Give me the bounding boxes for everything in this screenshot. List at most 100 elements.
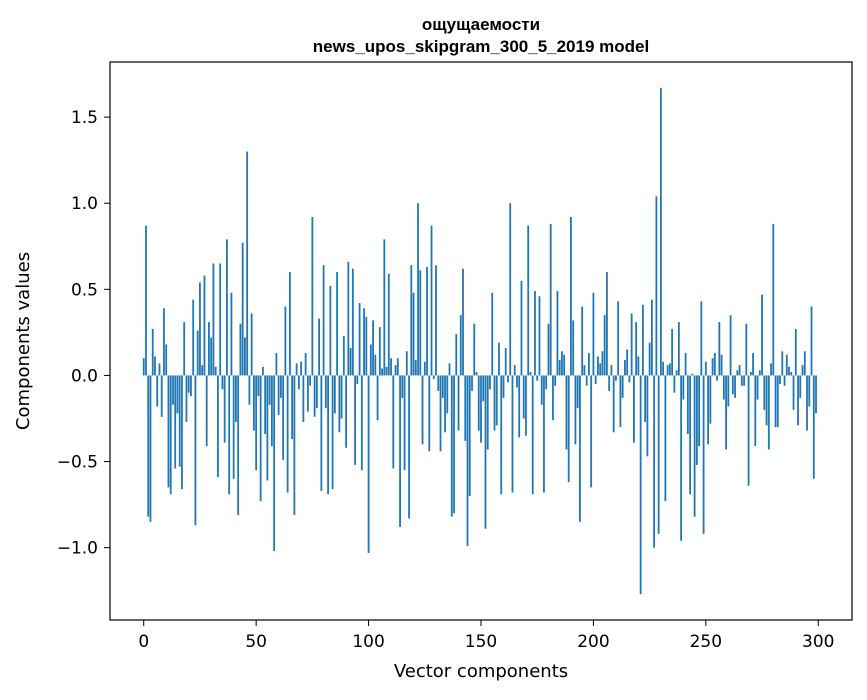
bar-component-58 — [273, 375, 276, 552]
bar-component-147 — [473, 323, 476, 376]
bar-component-74 — [309, 375, 312, 386]
bar-component-146 — [471, 375, 473, 391]
bars-group — [142, 87, 817, 595]
bar-component-227 — [653, 375, 656, 548]
bar-component-131 — [437, 375, 440, 391]
bar-component-36 — [223, 375, 226, 443]
bar-component-76 — [313, 375, 316, 417]
bar-component-109 — [387, 273, 390, 376]
bar-component-20 — [187, 375, 190, 393]
bar-component-290 — [794, 328, 797, 376]
bar-component-255 — [716, 375, 718, 381]
bar-component-274 — [758, 370, 761, 376]
bar-component-105 — [378, 327, 381, 376]
bar-component-88 — [340, 375, 343, 419]
bar-component-225 — [648, 342, 651, 376]
bar-component-242 — [686, 375, 689, 434]
bar-component-121 — [414, 359, 417, 376]
bar-component-163 — [509, 203, 512, 376]
x-tick-label: 250 — [690, 632, 722, 652]
bar-component-26 — [201, 365, 204, 376]
bar-component-24 — [196, 330, 199, 376]
bar-component-252 — [709, 375, 712, 424]
bar-component-18 — [183, 322, 186, 376]
bar-component-157 — [495, 375, 498, 426]
bar-component-106 — [381, 368, 383, 376]
bar-component-232 — [664, 375, 667, 502]
x-tick-label: 100 — [352, 632, 384, 652]
bar-component-118 — [408, 375, 410, 519]
bar-component-166 — [516, 375, 518, 388]
bar-component-176 — [538, 296, 541, 376]
bar-component-165 — [513, 365, 516, 376]
bar-component-95 — [356, 375, 359, 385]
bar-component-21 — [190, 375, 192, 397]
x-tick-label: 200 — [577, 632, 609, 652]
bar-component-115 — [401, 375, 404, 398]
bar-component-296 — [808, 375, 811, 407]
bar-component-249 — [702, 375, 705, 534]
bar-component-102 — [372, 320, 374, 376]
bar-component-104 — [376, 375, 379, 421]
bar-component-60 — [277, 375, 280, 416]
bar-component-4 — [151, 328, 154, 376]
bar-component-261 — [729, 315, 732, 376]
bar-component-6 — [156, 375, 159, 407]
bar-component-246 — [695, 375, 698, 465]
bar-component-240 — [682, 375, 685, 400]
bar-component-260 — [727, 375, 730, 407]
bar-component-145 — [468, 375, 471, 496]
bar-component-133 — [441, 375, 444, 398]
bar-component-203 — [599, 363, 602, 376]
bar-component-83 — [329, 285, 332, 376]
bar-component-276 — [763, 375, 766, 410]
bar-component-210 — [615, 375, 617, 381]
bar-component-1 — [145, 225, 147, 376]
bar-component-287 — [788, 366, 790, 376]
bar-component-16 — [178, 375, 181, 467]
chart-title-line1: ощущаемости — [422, 15, 540, 34]
bar-component-111 — [392, 375, 395, 469]
bar-component-103 — [374, 354, 377, 376]
bar-component-13 — [172, 375, 174, 405]
bar-component-3 — [149, 375, 152, 522]
bar-component-177 — [540, 375, 543, 405]
bar-component-59 — [275, 353, 278, 376]
bar-component-63 — [284, 306, 287, 376]
bar-component-291 — [797, 375, 799, 426]
bar-component-86 — [336, 272, 338, 376]
bar-component-198 — [588, 353, 590, 376]
bar-component-294 — [803, 351, 806, 376]
bar-component-239 — [680, 375, 683, 541]
bar-component-182 — [552, 375, 554, 421]
bar-component-127 — [428, 375, 431, 452]
bar-component-80 — [322, 265, 325, 376]
bar-component-229 — [657, 375, 660, 534]
bar-component-155 — [491, 292, 494, 376]
bar-component-179 — [545, 375, 548, 390]
bar-component-138 — [453, 375, 455, 514]
bar-component-5 — [154, 356, 156, 376]
y-axis-ticks: −1.0 −0.5 0.0 0.5 1.0 1.5 — [57, 108, 110, 559]
bar-component-263 — [734, 375, 736, 398]
bar-component-233 — [666, 365, 669, 376]
bar-component-128 — [430, 225, 433, 376]
bar-component-181 — [549, 223, 552, 376]
bar-component-122 — [417, 203, 419, 376]
bar-component-247 — [698, 375, 700, 447]
bar-component-56 — [268, 375, 271, 405]
y-tick-label: −0.5 — [57, 453, 98, 473]
bar-component-148 — [475, 372, 478, 376]
bar-component-144 — [466, 375, 469, 546]
bar-component-211 — [617, 301, 620, 376]
bar-component-245 — [693, 375, 696, 517]
x-axis-ticks: 0 50 100 150 200 250 300 — [138, 620, 834, 652]
bar-component-215 — [626, 349, 629, 376]
bar-component-11 — [167, 375, 170, 488]
bar-component-27 — [203, 275, 206, 376]
bar-component-84 — [331, 375, 334, 490]
bar-component-292 — [799, 375, 802, 398]
bar-component-194 — [579, 375, 581, 522]
bar-component-48 — [250, 313, 253, 376]
